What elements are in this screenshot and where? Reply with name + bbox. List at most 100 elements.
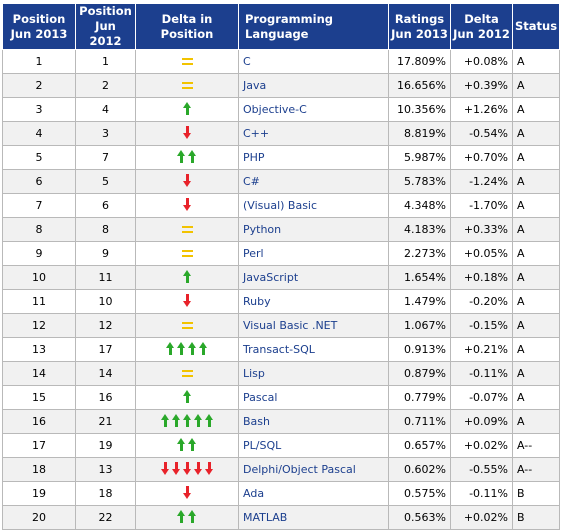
language-link[interactable]: C [238, 49, 389, 74]
table-row: 19 18 Ada 0.575% -0.11% B [2, 481, 560, 506]
up-arrow-icon [177, 341, 186, 355]
rating-value: 2.273% [388, 241, 451, 266]
header-row: Position Jun 2013 Position Jun 2012 Delt… [2, 3, 560, 50]
language-link[interactable]: Perl [238, 241, 389, 266]
delta-indicator [181, 223, 193, 237]
delta-position [135, 49, 239, 74]
language-link[interactable]: Objective-C [238, 97, 389, 122]
position-2013: 17 [2, 433, 76, 458]
position-2013: 20 [2, 505, 76, 530]
language-link[interactable]: Lisp [238, 361, 389, 386]
delta-indicator [177, 509, 197, 523]
position-2013: 2 [2, 73, 76, 98]
rating-value: 17.809% [388, 49, 451, 74]
language-link[interactable]: Ruby [238, 289, 389, 314]
delta-indicator [160, 413, 214, 427]
position-2013: 14 [2, 361, 76, 386]
position-2013: 12 [2, 313, 76, 338]
status-value: A [512, 193, 560, 218]
delta-indicator [181, 55, 193, 69]
down-arrow-icon [182, 461, 192, 475]
language-link[interactable]: Transact-SQL [238, 337, 389, 362]
language-link[interactable]: Java [238, 73, 389, 98]
language-link[interactable]: C++ [238, 121, 389, 146]
language-link[interactable]: Bash [238, 409, 389, 434]
header-position-2013[interactable]: Position Jun 2013 [2, 3, 76, 50]
language-link[interactable]: Ada [238, 481, 389, 506]
header-status[interactable]: Status [512, 3, 560, 50]
delta-position [135, 73, 239, 98]
rating-value: 1.067% [388, 313, 451, 338]
table-row: 1 1 C 17.809% +0.08% A [2, 49, 560, 74]
position-2013: 15 [2, 385, 76, 410]
status-value: A [512, 265, 560, 290]
position-2012: 21 [75, 409, 136, 434]
down-arrow-icon [204, 461, 214, 475]
status-value: A [512, 145, 560, 170]
table-row: 7 6 (Visual) Basic 4.348% -1.70% A [2, 193, 560, 218]
header-position-2012[interactable]: Position Jun 2012 [75, 3, 136, 50]
up-arrow-icon [188, 149, 197, 163]
delta-position [135, 121, 239, 146]
language-link[interactable]: Pascal [238, 385, 389, 410]
status-value: A [512, 217, 560, 242]
delta-value: -1.24% [450, 169, 513, 194]
position-2013: 19 [2, 481, 76, 506]
down-arrow-icon [160, 461, 170, 475]
position-2013: 3 [2, 97, 76, 122]
delta-position [135, 97, 239, 122]
position-2013: 9 [2, 241, 76, 266]
language-link[interactable]: MATLAB [238, 505, 389, 530]
delta-indicator [177, 149, 197, 163]
up-arrow-icon [171, 413, 181, 427]
delta-value: -0.07% [450, 385, 513, 410]
position-2012: 9 [75, 241, 136, 266]
delta-value: -1.70% [450, 193, 513, 218]
language-link[interactable]: Visual Basic .NET [238, 313, 389, 338]
position-2013: 16 [2, 409, 76, 434]
equals-icon [181, 250, 193, 257]
delta-indicator [160, 461, 214, 475]
up-arrow-icon [166, 341, 175, 355]
language-link[interactable]: Delphi/Object Pascal [238, 457, 389, 482]
table-row: 5 7 PHP 5.987% +0.70% A [2, 145, 560, 170]
delta-value: +0.09% [450, 409, 513, 434]
position-2012: 3 [75, 121, 136, 146]
language-link[interactable]: PHP [238, 145, 389, 170]
table-row: 2 2 Java 16.656% +0.39% A [2, 73, 560, 98]
table-row: 8 8 Python 4.183% +0.33% A [2, 217, 560, 242]
delta-value: +0.08% [450, 49, 513, 74]
position-2012: 17 [75, 337, 136, 362]
up-arrow-icon [182, 269, 192, 283]
language-link[interactable]: C# [238, 169, 389, 194]
equals-icon [181, 82, 193, 89]
table-body: 1 1 C 17.809% +0.08% A 2 2 Java 16.656% +0.39% A 3 4 O… [2, 49, 560, 530]
header-language[interactable]: Programming Language [238, 3, 389, 50]
position-2012: 12 [75, 313, 136, 338]
delta-position [135, 457, 239, 482]
status-value: A [512, 97, 560, 122]
position-2013: 10 [2, 265, 76, 290]
status-value: A [512, 241, 560, 266]
delta-value: +0.21% [450, 337, 513, 362]
rating-value: 0.563% [388, 505, 451, 530]
language-link[interactable]: (Visual) Basic [238, 193, 389, 218]
status-value: A [512, 289, 560, 314]
delta-indicator [182, 197, 192, 211]
delta-position [135, 265, 239, 290]
delta-value: +0.02% [450, 433, 513, 458]
up-arrow-icon [188, 509, 197, 523]
position-2013: 13 [2, 337, 76, 362]
language-link[interactable]: JavaScript [238, 265, 389, 290]
delta-indicator [182, 293, 192, 307]
header-delta-position[interactable]: Delta in Position [135, 3, 239, 50]
header-delta[interactable]: Delta Jun 2012 [450, 3, 513, 50]
table-row: 9 9 Perl 2.273% +0.05% A [2, 241, 560, 266]
position-2012: 14 [75, 361, 136, 386]
language-link[interactable]: PL/SQL [238, 433, 389, 458]
header-ratings[interactable]: Ratings Jun 2013 [388, 3, 451, 50]
status-value: B [512, 505, 560, 530]
delta-indicator [177, 437, 197, 451]
up-arrow-icon [193, 413, 203, 427]
language-link[interactable]: Python [238, 217, 389, 242]
